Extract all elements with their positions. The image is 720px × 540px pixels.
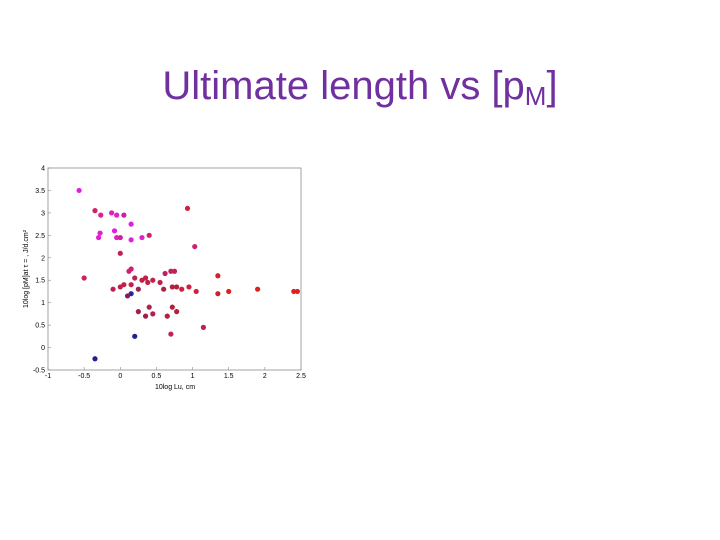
- x-tick-label: -1: [45, 373, 51, 380]
- data-point: [132, 275, 138, 281]
- data-point: [121, 282, 127, 288]
- y-tick-label: 2: [41, 255, 45, 262]
- data-point: [111, 228, 118, 234]
- data-point: [128, 282, 134, 288]
- data-point: [114, 212, 120, 218]
- x-tick-label: 1.5: [224, 373, 234, 380]
- data-points: [76, 187, 300, 362]
- data-point: [184, 205, 191, 211]
- slide-title-end: ]: [546, 64, 558, 108]
- data-point: [150, 277, 156, 283]
- data-point: [162, 270, 168, 277]
- data-point: [291, 288, 297, 295]
- data-point: [109, 210, 115, 216]
- data-point: [146, 232, 152, 238]
- data-point: [226, 288, 232, 295]
- x-tick-label: 0: [118, 373, 122, 380]
- data-point: [124, 293, 131, 299]
- data-point: [98, 212, 104, 218]
- y-tick-label: 3.5: [35, 188, 45, 195]
- data-point: [169, 284, 175, 290]
- data-point: [121, 212, 127, 218]
- data-point: [179, 286, 185, 292]
- data-point: [76, 187, 82, 194]
- data-point: [97, 230, 103, 236]
- data-point: [150, 311, 156, 317]
- data-point: [157, 279, 163, 286]
- y-tick-label: 0: [41, 345, 45, 352]
- slide-title: Ultimate length vs [pM]: [0, 64, 720, 112]
- data-point: [92, 356, 98, 362]
- data-point: [168, 331, 174, 337]
- y-axis-label: 10log [pM]at τ = , J/d.cm²: [23, 229, 30, 308]
- data-point: [81, 275, 87, 281]
- slide-title-subscript: M: [524, 81, 547, 111]
- data-point: [164, 313, 170, 319]
- y-tick-label: 3: [41, 210, 45, 217]
- y-tick-label: 1.5: [35, 278, 45, 285]
- data-point: [161, 286, 167, 292]
- x-tick-label: 1: [191, 373, 195, 380]
- y-tick-label: 4: [41, 166, 45, 173]
- y-axis-ticks: -0.5 0 0.5 1 1.5 2 2.5 3 3.5 4: [33, 166, 51, 375]
- data-point: [128, 221, 134, 227]
- data-point: [186, 284, 192, 290]
- data-point: [200, 324, 207, 330]
- data-point: [169, 304, 175, 310]
- data-point: [294, 288, 300, 295]
- y-tick-label: 1: [41, 300, 45, 307]
- data-point: [92, 208, 98, 214]
- data-point: [146, 304, 152, 310]
- x-tick-label: 0.5: [152, 373, 162, 380]
- data-point: [96, 234, 102, 241]
- data-point: [174, 284, 180, 290]
- data-point: [135, 286, 141, 292]
- x-tick-label: -0.5: [78, 373, 90, 380]
- data-point: [171, 268, 178, 274]
- data-point: [142, 275, 149, 281]
- data-point: [145, 279, 151, 286]
- data-point: [142, 313, 149, 319]
- data-point: [114, 234, 120, 241]
- data-point: [117, 250, 123, 256]
- y-tick-label: -0.5: [33, 368, 45, 375]
- data-point: [215, 273, 221, 279]
- x-axis-label: 10log Lu, cm: [155, 384, 195, 391]
- x-tick-label: 2.5: [296, 373, 306, 380]
- data-point: [192, 243, 198, 250]
- x-axis-ticks: -1 -0.5 0 0.5 1 1.5 2 2.5: [45, 367, 306, 380]
- data-point: [255, 286, 261, 292]
- data-point: [215, 291, 221, 297]
- y-tick-label: 0.5: [35, 323, 45, 330]
- data-point: [139, 234, 145, 241]
- x-tick-label: 2: [263, 373, 267, 380]
- data-point: [168, 268, 174, 274]
- data-point: [174, 309, 180, 315]
- data-point: [128, 237, 134, 243]
- data-point: [135, 309, 141, 315]
- data-point: [110, 286, 116, 292]
- y-tick-label: 2.5: [35, 233, 45, 240]
- data-point: [117, 234, 123, 241]
- data-point: [128, 266, 134, 272]
- data-point: [193, 288, 199, 295]
- data-point: [132, 333, 138, 339]
- slide-title-main: Ultimate length vs [p: [162, 64, 525, 108]
